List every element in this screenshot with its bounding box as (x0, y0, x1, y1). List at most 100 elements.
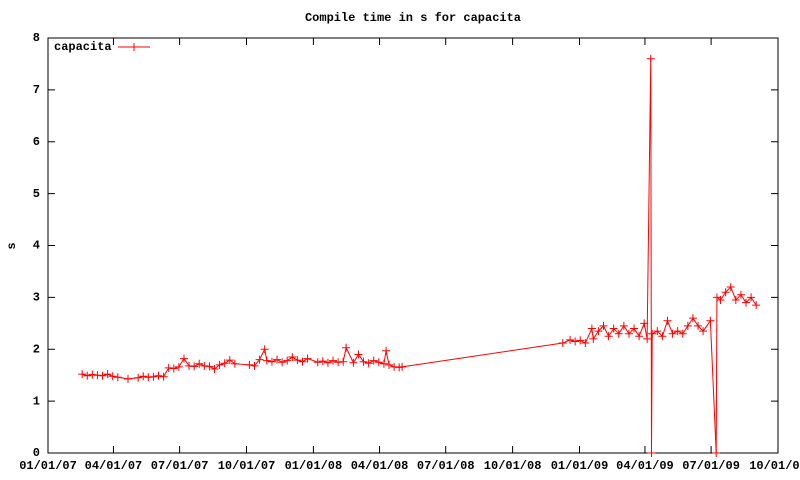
point-marker (658, 332, 667, 341)
point-marker (303, 354, 312, 363)
point-marker (712, 449, 721, 457)
point-marker (374, 358, 383, 367)
point-marker (624, 329, 633, 338)
point-marker (113, 373, 122, 382)
point-marker (334, 358, 343, 367)
y-tick-label: 2 (33, 342, 40, 356)
chart-title: Compile time in s for capacita (305, 11, 521, 25)
legend-marker (130, 43, 138, 51)
y-tick-label: 3 (33, 291, 40, 305)
point-marker (230, 359, 239, 368)
point-marker (594, 327, 603, 336)
point-marker (736, 290, 745, 299)
point-marker (185, 361, 194, 370)
point-marker (716, 295, 725, 304)
point-marker (273, 355, 282, 364)
point-marker (385, 360, 394, 369)
point-marker (200, 361, 209, 370)
point-marker (587, 324, 596, 333)
point-marker (640, 319, 649, 328)
y-tick-label: 4 (33, 239, 40, 253)
point-marker (379, 359, 388, 368)
point-marker (382, 346, 391, 355)
point-marker (619, 321, 628, 330)
point-marker (283, 356, 292, 365)
point-marker (134, 373, 143, 382)
x-tick-label: 07/01/08 (417, 459, 475, 473)
point-marker (604, 332, 613, 341)
y-tick-label: 7 (33, 83, 40, 97)
y-tick-label: 1 (33, 394, 40, 408)
point-marker (169, 364, 178, 373)
point-marker (144, 373, 153, 382)
point-marker (726, 283, 735, 291)
point-marker (255, 355, 264, 364)
y-tick-label: 5 (33, 187, 40, 201)
point-marker (706, 316, 715, 325)
point-marker (721, 288, 730, 297)
x-tick-label: 10/01/08 (484, 459, 542, 473)
y-tick-label: 6 (33, 135, 40, 149)
point-marker (78, 370, 87, 379)
point-marker (108, 372, 117, 381)
point-marker (323, 358, 332, 367)
point-marker (571, 337, 580, 346)
point-marker (339, 357, 348, 366)
point-marker (359, 357, 368, 366)
point-marker (220, 359, 229, 368)
point-marker (752, 301, 761, 310)
point-marker (245, 360, 254, 369)
point-marker (369, 356, 378, 365)
point-marker (653, 327, 662, 336)
point-marker (581, 339, 590, 348)
point-marker (123, 374, 132, 383)
point-marker (599, 321, 608, 330)
point-marker (293, 356, 302, 365)
point-marker (149, 372, 158, 381)
point-marker (673, 327, 682, 336)
point-marker (205, 362, 214, 371)
point-marker (159, 372, 168, 381)
x-tick-label: 04/01/07 (85, 459, 143, 473)
point-marker (103, 370, 112, 379)
point-marker (288, 353, 297, 362)
point-marker (250, 361, 259, 370)
point-marker (688, 314, 697, 323)
point-marker (668, 329, 677, 338)
point-marker (139, 372, 148, 381)
point-marker (589, 334, 598, 343)
point-marker (179, 354, 188, 363)
point-marker (318, 357, 327, 366)
point-marker (215, 360, 224, 369)
point-marker (329, 356, 338, 365)
y-tick-label: 8 (33, 31, 40, 45)
point-marker (154, 371, 163, 380)
x-tick-label: 01/01/09 (551, 459, 609, 473)
y-tick-label: 0 (33, 446, 40, 460)
point-marker (195, 359, 204, 368)
point-marker (364, 359, 373, 368)
point-marker (98, 371, 107, 380)
point-marker (190, 362, 199, 371)
point-marker (635, 332, 644, 341)
point-marker (390, 362, 399, 371)
x-tick-label: 01/01/08 (285, 459, 343, 473)
y-axis-label: s (5, 242, 19, 249)
legend-label: capacita (54, 40, 112, 54)
point-marker (210, 364, 219, 373)
point-marker (576, 336, 585, 345)
point-marker (349, 358, 358, 367)
point-marker (313, 358, 322, 367)
x-tick-label: 10/01/09 (749, 459, 800, 473)
point-marker (83, 371, 92, 380)
point-marker (609, 324, 618, 333)
point-marker (164, 363, 173, 372)
point-marker (747, 293, 756, 302)
point-marker (93, 371, 102, 380)
point-marker (174, 362, 183, 371)
point-marker (647, 449, 656, 457)
point-marker (663, 316, 672, 325)
x-tick-label: 10/01/07 (218, 459, 276, 473)
